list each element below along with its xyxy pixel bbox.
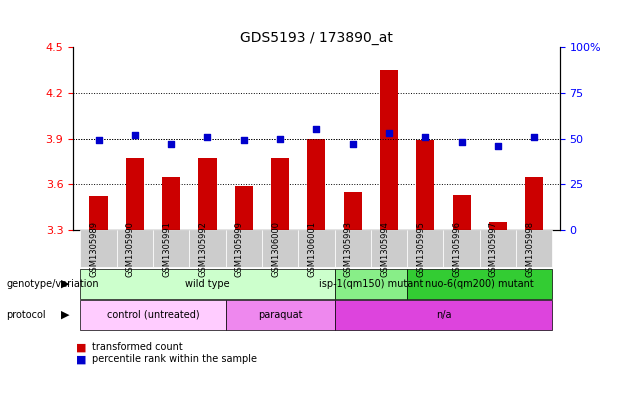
- Text: paraquat: paraquat: [258, 310, 302, 320]
- Text: GSM1306000: GSM1306000: [271, 220, 280, 277]
- Text: GSM1305991: GSM1305991: [162, 220, 171, 277]
- Bar: [489, 222, 507, 230]
- Text: nuo-6(qm200) mutant: nuo-6(qm200) mutant: [425, 279, 534, 289]
- Point: [93, 137, 104, 143]
- Point: [275, 135, 285, 141]
- Bar: [271, 158, 289, 230]
- Text: GSM1305996: GSM1305996: [453, 220, 462, 277]
- Point: [166, 141, 176, 147]
- Text: GSM1305990: GSM1305990: [126, 220, 135, 277]
- Point: [493, 143, 503, 149]
- Text: GSM1305995: GSM1305995: [417, 220, 425, 277]
- Text: ■: ■: [76, 354, 87, 364]
- Point: [420, 134, 431, 140]
- Bar: [416, 140, 434, 230]
- Text: percentile rank within the sample: percentile rank within the sample: [92, 354, 257, 364]
- Text: GSM1305997: GSM1305997: [489, 220, 498, 277]
- Text: GSM1305994: GSM1305994: [380, 220, 389, 277]
- Point: [457, 139, 467, 145]
- Bar: [380, 70, 398, 230]
- Text: control (untreated): control (untreated): [107, 310, 199, 320]
- Bar: [162, 176, 180, 230]
- Bar: [235, 186, 253, 230]
- Text: GSM1305993: GSM1305993: [343, 220, 353, 277]
- Text: wild type: wild type: [185, 279, 230, 289]
- Point: [238, 137, 249, 143]
- Bar: [307, 138, 326, 230]
- Point: [202, 134, 212, 140]
- Point: [312, 126, 321, 132]
- Text: genotype/variation: genotype/variation: [6, 279, 99, 289]
- Point: [529, 134, 539, 140]
- Bar: [525, 176, 543, 230]
- Bar: [126, 158, 144, 230]
- Bar: [90, 196, 107, 230]
- Text: GSM1305992: GSM1305992: [198, 220, 207, 277]
- Bar: [198, 158, 217, 230]
- Text: ▶: ▶: [62, 310, 70, 320]
- Text: protocol: protocol: [6, 310, 46, 320]
- Text: transformed count: transformed count: [92, 342, 183, 353]
- Text: GSM1305989: GSM1305989: [90, 220, 99, 277]
- Point: [348, 141, 358, 147]
- Text: ■: ■: [76, 342, 87, 353]
- Text: GSM1305999: GSM1305999: [235, 220, 244, 277]
- Point: [384, 130, 394, 136]
- Text: ▶: ▶: [62, 279, 70, 289]
- Bar: [453, 195, 471, 230]
- Bar: [343, 192, 362, 230]
- Title: GDS5193 / 173890_at: GDS5193 / 173890_at: [240, 31, 393, 45]
- Text: GSM1305998: GSM1305998: [525, 220, 534, 277]
- Point: [130, 132, 140, 138]
- Text: n/a: n/a: [436, 310, 451, 320]
- Text: isp-1(qm150) mutant: isp-1(qm150) mutant: [319, 279, 423, 289]
- Text: GSM1306001: GSM1306001: [307, 220, 317, 277]
